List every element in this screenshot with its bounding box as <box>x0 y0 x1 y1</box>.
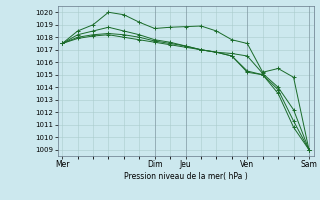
X-axis label: Pression niveau de la mer( hPa ): Pression niveau de la mer( hPa ) <box>124 172 247 181</box>
